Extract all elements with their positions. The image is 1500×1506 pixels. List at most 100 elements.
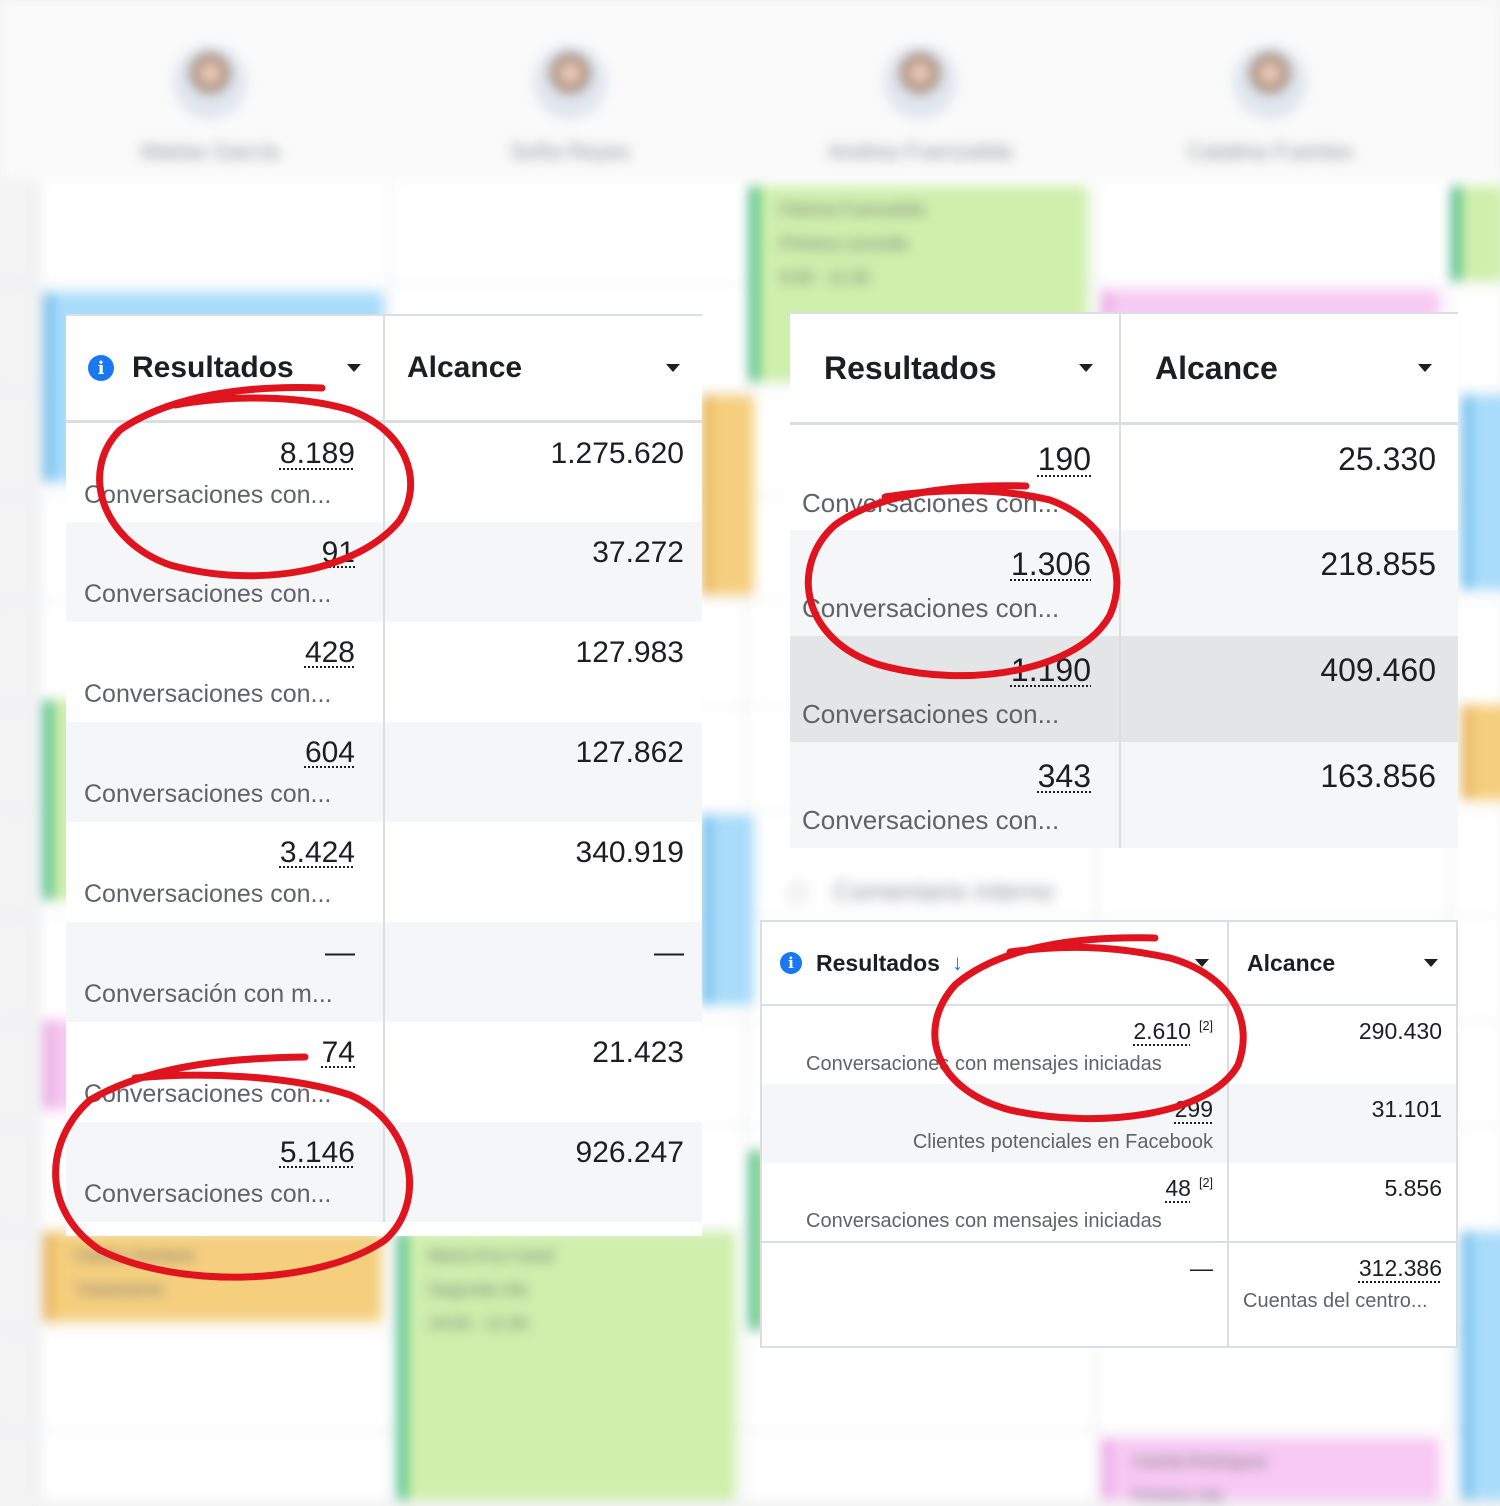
avatar [883, 45, 957, 119]
result-value: — [1190, 1255, 1213, 1281]
result-cell: 2.610 [2] Conversaciones con mensajes ini… [762, 1005, 1229, 1084]
results-table-a: i Resultados Alcance 8.189 Conversaci [66, 314, 702, 1236]
info-icon[interactable]: i [780, 952, 802, 974]
result-type: Conversaciones con... [802, 488, 1060, 518]
calendar-event[interactable] [1462, 1232, 1500, 1500]
result-value[interactable]: 190 [1037, 441, 1091, 477]
dropdown-caret-icon[interactable] [1424, 959, 1438, 967]
dropdown-caret-icon[interactable] [1079, 364, 1093, 372]
result-cell: 1.190 Conversaciones con... [790, 635, 1121, 742]
doctor-name: Matías García [140, 139, 280, 164]
table-row: 48 [2] Conversaciones con mensajes inicia… [762, 1163, 1456, 1242]
result-cell: 5.146 Conversaciones con... [66, 1121, 385, 1222]
calendar-event[interactable] [1452, 186, 1500, 281]
table-row: 74 Conversaciones con... 21.423 [66, 1021, 702, 1122]
doctor-name: Andrea Fuenzalida [827, 139, 1013, 164]
result-type: Conversaciones con... [84, 481, 332, 509]
table-row: 5.146 Conversaciones con... 926.247 [66, 1121, 702, 1222]
column-header-resultados[interactable]: i Resultados [66, 316, 385, 423]
time-gridline [0, 810, 1500, 812]
column-header-resultados[interactable]: i Resultados ↓ [762, 922, 1229, 1006]
table-row: — Conversación con m... — [66, 921, 702, 1022]
result-type: Conversaciones con... [802, 698, 1060, 729]
comment-icon: □ [790, 876, 806, 906]
alcance-value: 127.983 [575, 635, 684, 669]
alcance-value: 290.430 [1358, 1018, 1442, 1044]
result-type: Conversaciones con mensajes iniciadas [806, 1053, 1162, 1075]
results-table-b: Resultados Alcance 190 Conversaciones co… [790, 312, 1458, 848]
sort-arrow-down-icon[interactable]: ↓ [951, 950, 963, 975]
result-value[interactable]: 1.306 [1010, 545, 1091, 582]
doctor-name: Sofía Reyes [510, 139, 630, 164]
calendar-event[interactable] [702, 395, 754, 595]
result-value[interactable]: 5.146 [279, 1135, 355, 1169]
column-header-resultados[interactable]: Resultados [790, 314, 1121, 425]
result-type: Conversaciones con... [84, 1179, 332, 1208]
result-cell: 91 Conversaciones con... [66, 521, 385, 622]
calendar-event[interactable]: María Eva Casal Segunda cita 19:00 - 21:… [398, 1232, 736, 1500]
time-gridline [0, 705, 1500, 707]
internal-comment-label[interactable]: □ Comentario interno [790, 876, 1055, 906]
alcance-value: 1.275.620 [550, 437, 684, 470]
table-row: 1.306 Conversaciones con... 218.855 [790, 529, 1458, 636]
dropdown-caret-icon[interactable] [1195, 959, 1209, 967]
result-value[interactable]: 604 [304, 735, 355, 769]
result-value[interactable]: 74 [321, 1035, 355, 1069]
time-gridline [0, 390, 1500, 392]
calendar-event[interactable] [1462, 395, 1500, 590]
result-value[interactable]: 299 [1174, 1096, 1213, 1122]
doctor-column-header[interactable]: Catalina Fuentes [1150, 45, 1390, 165]
result-value[interactable]: 3.424 [279, 835, 355, 869]
column-header-alcance[interactable]: Alcance [1120, 314, 1458, 425]
result-cell: 428 Conversaciones con... [66, 621, 385, 722]
event-time: 9:00 - 11:30 [780, 268, 870, 287]
result-value[interactable]: 343 [1037, 757, 1091, 794]
result-value[interactable]: 428 [304, 635, 355, 669]
alcance-value: 37.272 [592, 535, 684, 569]
result-value[interactable]: 1.190 [1010, 651, 1091, 688]
result-value[interactable]: 8.189 [279, 437, 355, 470]
avatar [173, 45, 247, 119]
result-type: Conversaciones con... [84, 679, 332, 708]
alcance-cell: 312.386 Cuentas del centro... [1228, 1242, 1456, 1346]
doctor-column-header[interactable]: Matías García [90, 45, 330, 165]
result-value[interactable]: 2.610 [1133, 1018, 1191, 1044]
time-gridline [0, 1020, 1500, 1022]
column-header-alcance[interactable]: Alcance [1228, 922, 1456, 1006]
alcance-value[interactable]: 312.386 [1358, 1255, 1442, 1281]
event-patient: Patricia Fuenzalida [780, 200, 925, 219]
table-row: 2.610 [2] Conversaciones con mensajes ini… [762, 1005, 1456, 1084]
doctor-column-header[interactable]: Andrea Fuenzalida [800, 45, 1040, 165]
result-cell: 299 Clientes potenciales en Facebook [762, 1084, 1229, 1163]
calendar-event[interactable]: Camila Rodríguez Primera cita [1102, 1438, 1440, 1505]
time-gridline [0, 1330, 1500, 1332]
event-patient: Fabián Santana [74, 1246, 195, 1265]
dropdown-caret-icon[interactable] [1418, 364, 1432, 372]
result-type: Conversaciones con... [802, 804, 1060, 835]
event-patient: María Eva Casal [428, 1246, 554, 1265]
result-value[interactable]: 91 [321, 535, 355, 569]
event-patient: Camila Rodríguez [1132, 1452, 1269, 1471]
alcance-value: — [654, 935, 684, 969]
result-type: Clientes potenciales en Facebook [912, 1131, 1213, 1153]
info-icon[interactable]: i [88, 355, 114, 381]
doctor-name: Catalina Fuentes [1186, 139, 1354, 164]
result-cell: 3.424 Conversaciones con... [66, 821, 385, 922]
calendar-event[interactable] [1462, 705, 1500, 800]
doctor-column-header[interactable]: Sofía Reyes [450, 45, 690, 165]
column-header-alcance[interactable]: Alcance [384, 316, 702, 423]
result-cell: 48 [2] Conversaciones con mensajes inicia… [762, 1163, 1229, 1242]
result-value[interactable]: 48 [1165, 1175, 1191, 1201]
table-row: 3.424 Conversaciones con... 340.919 [66, 821, 702, 922]
table-row: 190 Conversaciones con... 25.330 [790, 423, 1458, 530]
event-type: Primera consulta [780, 234, 908, 253]
calendar-event[interactable] [702, 815, 754, 1005]
calendar-event[interactable]: Fabián Santana Tratamiento [44, 1232, 382, 1322]
result-type: Conversaciones con... [802, 592, 1060, 623]
dropdown-caret-icon[interactable] [347, 364, 361, 372]
avatar [533, 45, 607, 119]
footnote-marker: [2] [1198, 1019, 1213, 1034]
dropdown-caret-icon[interactable] [666, 364, 680, 372]
event-type: Primera cita [1132, 1486, 1223, 1505]
table-row: 343 Conversaciones con... 163.856 [790, 741, 1458, 848]
